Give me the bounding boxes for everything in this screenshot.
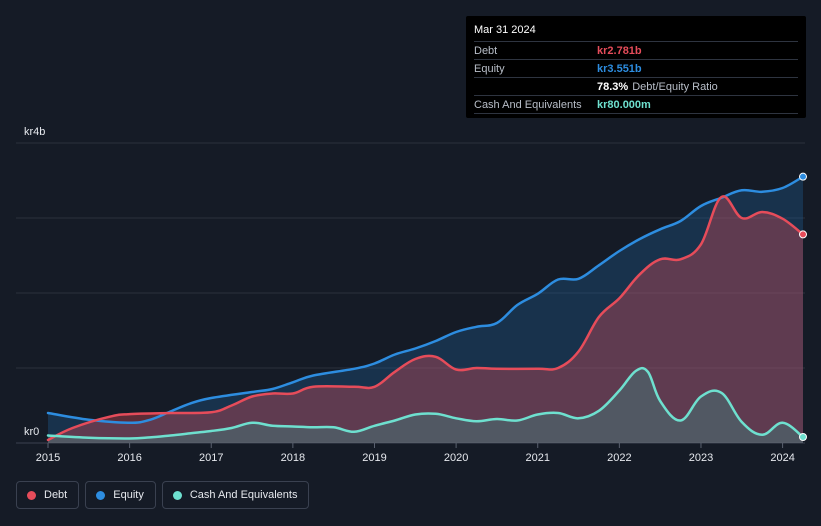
line-equity[interactable]: [46, 175, 805, 425]
area-equity: [48, 176, 803, 443]
area-debt: [48, 196, 803, 443]
tooltip-value-debt: kr2.781b: [597, 44, 642, 57]
end-marker-cash-and-equivalents: [799, 433, 807, 441]
series-end-markers: [799, 172, 807, 441]
legend-label: Equity: [113, 489, 144, 501]
x-tick-label: 2017: [199, 452, 223, 464]
tooltip-row-cash: Cash And Equivalents kr80.000m: [474, 95, 798, 114]
tooltip-label: Equity: [474, 62, 505, 75]
tooltip-panel: Mar 31 2024 Debt kr2.781b Equity kr3.551…: [466, 16, 806, 118]
tooltip-row-ratio: 78.3% Debt/Equity Ratio: [474, 77, 798, 95]
x-axis-ticks: 2015 2016 2017 2018 2019 2020 2021 2022 2023 2024: [36, 443, 795, 464]
y-axis-bottom-label: kr0: [24, 426, 39, 438]
area-cash-and-equivalents: [48, 368, 803, 443]
series-areas: [48, 176, 803, 443]
y-axis-top-label: kr4b: [24, 126, 45, 138]
x-tick-label: 2020: [444, 452, 468, 464]
tooltip-label: Debt: [474, 44, 498, 57]
tooltip-value-cash: kr80.000m: [597, 98, 651, 111]
tooltip-date: Mar 31 2024: [474, 24, 536, 36]
tooltip-ratio-caption: Debt/Equity Ratio: [632, 80, 718, 93]
tooltip-row-debt: Debt kr2.781b: [474, 41, 798, 59]
legend-item-equity[interactable]: Equity: [85, 481, 156, 509]
x-tick-label: 2016: [117, 452, 141, 464]
x-tick-label: 2018: [281, 452, 305, 464]
line-debt[interactable]: [46, 195, 805, 442]
x-tick-label: 2024: [770, 452, 794, 464]
x-tick-label: 2021: [525, 452, 549, 464]
legend-dot-icon: [96, 490, 106, 500]
series-lines: [46, 175, 805, 442]
legend-label: Debt: [44, 489, 68, 501]
x-tick-label: 2022: [607, 452, 631, 464]
end-marker-debt: [799, 230, 807, 239]
x-tick-label: 2023: [689, 452, 713, 464]
x-tick-label: 2019: [362, 452, 386, 464]
legend-item-debt[interactable]: Debt: [16, 481, 80, 509]
tooltip-row-equity: Equity kr3.551b: [474, 59, 798, 77]
tooltip-value-equity: kr3.551b: [597, 62, 642, 75]
tooltip-label: Cash And Equivalents: [474, 98, 582, 111]
legend: Debt Equity Cash And Equivalents: [16, 481, 310, 509]
gridlines: [16, 142, 805, 444]
line-cash-and-equivalents[interactable]: [46, 366, 805, 440]
legend-dot-icon: [27, 490, 36, 500]
legend-item-cash[interactable]: Cash And Equivalents: [161, 481, 310, 509]
x-tick-label: 2015: [36, 452, 60, 464]
legend-dot-icon: [172, 490, 182, 500]
tooltip-value-ratio: 78.3%: [597, 80, 629, 93]
end-marker-equity: [799, 172, 807, 181]
legend-label: Cash And Equivalents: [189, 489, 298, 501]
